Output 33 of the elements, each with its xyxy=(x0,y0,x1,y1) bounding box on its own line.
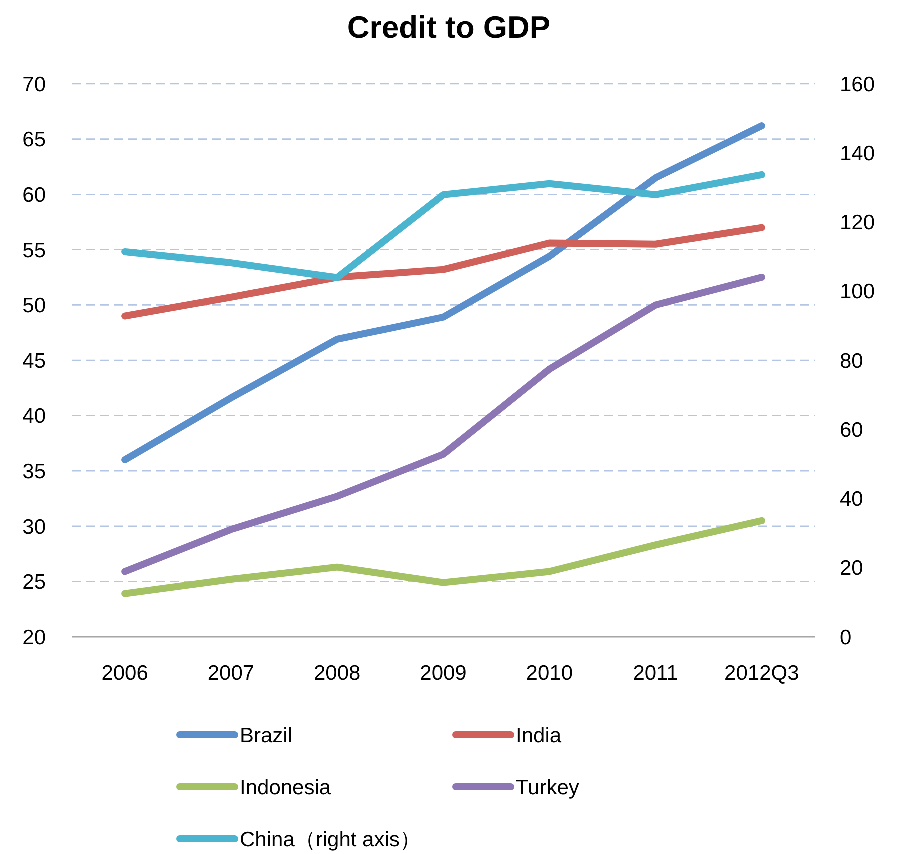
chart-title: Credit to GDP xyxy=(347,10,551,45)
y2-tick-label: 40 xyxy=(840,488,864,512)
x-tick-label: 2012Q3 xyxy=(724,662,800,685)
x-tick-label: 2006 xyxy=(102,662,148,685)
y2-tick-label: 160 xyxy=(840,73,876,96)
y2-tick-label: 80 xyxy=(840,350,864,373)
y2-tick-label: 0 xyxy=(840,626,852,650)
y2-tick-label: 60 xyxy=(840,418,864,442)
y-tick-label: 65 xyxy=(22,128,46,152)
y2-tick-label: 20 xyxy=(840,557,864,580)
y-tick-label: 20 xyxy=(22,626,46,650)
x-tick-label: 2007 xyxy=(208,662,255,685)
x-tick-label: 2011 xyxy=(633,662,678,685)
y2-tick-label: 100 xyxy=(840,280,876,304)
y-tick-label: 50 xyxy=(22,294,46,318)
y-tick-label: 40 xyxy=(22,405,46,428)
legend-label: Brazil xyxy=(240,724,293,748)
x-tick-label: 2010 xyxy=(526,662,573,685)
legend-label: Turkey xyxy=(516,776,580,800)
y-tick-label: 70 xyxy=(22,73,46,96)
legend-label: India xyxy=(516,724,562,748)
y-tick-label: 35 xyxy=(22,460,46,484)
x-tick-label: 2008 xyxy=(314,662,361,685)
legend-label: Indonesia xyxy=(240,776,332,800)
legend-label: China（right axis） xyxy=(240,828,421,852)
y2-tick-label: 140 xyxy=(840,142,876,166)
y2-tick-label: 120 xyxy=(840,212,876,235)
y-tick-label: 30 xyxy=(22,516,46,539)
y-tick-label: 25 xyxy=(22,571,46,594)
y-tick-label: 45 xyxy=(22,350,46,373)
x-tick-label: 2009 xyxy=(420,662,467,685)
y-tick-label: 55 xyxy=(22,239,46,262)
y-tick-label: 60 xyxy=(22,184,46,207)
